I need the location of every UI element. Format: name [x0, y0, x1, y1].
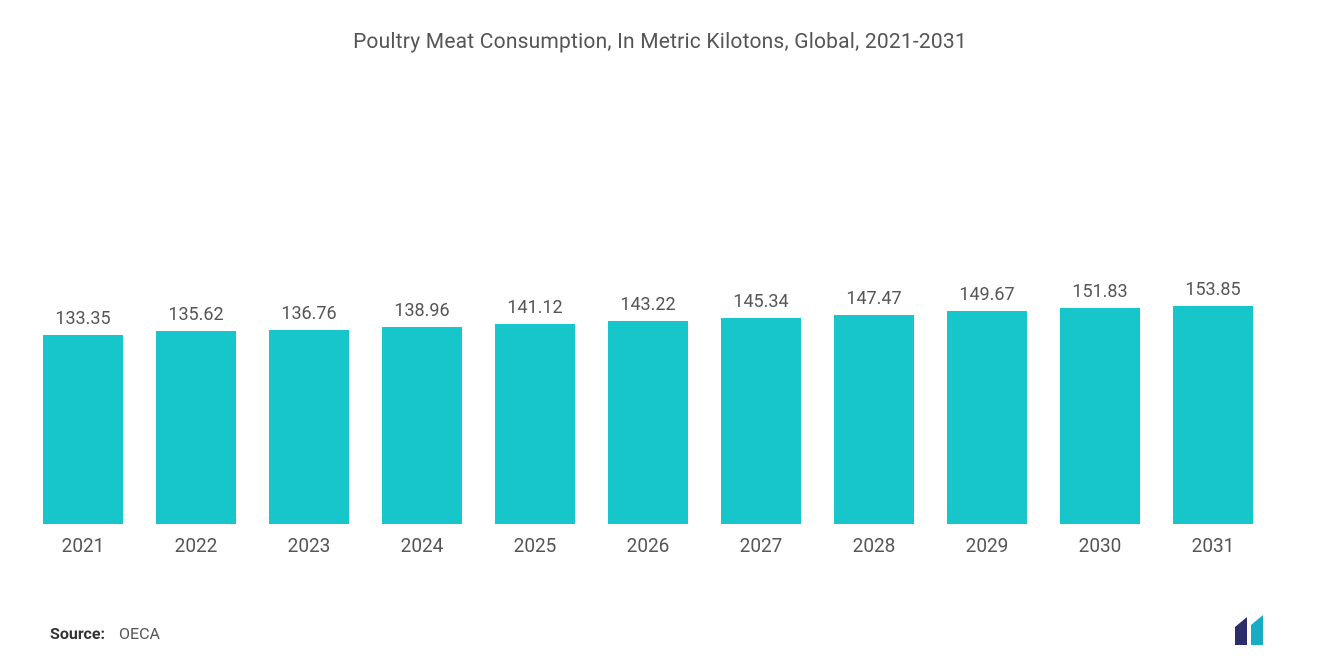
bar-value-label: 147.47: [846, 288, 901, 309]
x-tick-label: 2024: [401, 534, 444, 557]
x-axis: 2021 2022 2023 2024 2025 2026 2027 2028 2029 2030…: [40, 534, 1280, 574]
bar: [382, 327, 462, 524]
bar: [834, 315, 914, 524]
logo-bar-1: [1235, 617, 1247, 645]
bar: [269, 330, 349, 524]
x-tick-label: 2031: [1192, 534, 1235, 557]
bar-group: 135.62: [156, 304, 236, 524]
x-tick-label: 2030: [1079, 534, 1122, 557]
bar: [721, 318, 801, 524]
bar-group: 151.83: [1060, 281, 1140, 524]
x-tick-label: 2022: [175, 534, 218, 557]
bar-group: 145.34: [721, 291, 801, 524]
chart-container: Poultry Meat Consumption, In Metric Kilo…: [0, 0, 1320, 665]
source-footer: Source: OECA: [50, 624, 160, 643]
x-tick-label: 2025: [514, 534, 557, 557]
bar-value-label: 141.12: [507, 297, 562, 318]
bar-value-label: 143.22: [620, 294, 675, 315]
brand-logo: [1233, 615, 1285, 645]
bar: [947, 311, 1027, 524]
bar-value-label: 153.85: [1185, 279, 1240, 300]
bar: [1060, 308, 1140, 524]
bar-group: 149.67: [947, 284, 1027, 524]
bar-group: 141.12: [495, 297, 575, 524]
bar-group: 136.76: [269, 303, 349, 524]
bar-value-label: 138.96: [394, 300, 449, 321]
chart-title: Poultry Meat Consumption, In Metric Kilo…: [30, 30, 1290, 54]
source-value: OECA: [119, 624, 160, 643]
bar-group: 147.47: [834, 288, 914, 524]
x-tick-label: 2021: [62, 534, 105, 557]
bar-group: 138.96: [382, 300, 462, 524]
bar-value-label: 136.76: [281, 303, 336, 324]
bar-value-label: 133.35: [55, 308, 110, 329]
logo-bar-2: [1251, 615, 1263, 645]
source-label: Source:: [50, 624, 105, 643]
bar-group: 153.85: [1173, 279, 1253, 524]
bar: [1173, 306, 1253, 524]
bar-value-label: 149.67: [959, 284, 1014, 305]
plot-area: 133.35 135.62 136.76 138.96 141.12 143.22 145.…: [40, 94, 1280, 524]
x-tick-label: 2028: [853, 534, 896, 557]
bar-group: 143.22: [608, 294, 688, 524]
x-tick-label: 2023: [288, 534, 331, 557]
bar-value-label: 145.34: [733, 291, 788, 312]
bar: [608, 321, 688, 524]
bar-group: 133.35: [43, 308, 123, 524]
bar: [43, 335, 123, 524]
bar-value-label: 151.83: [1072, 281, 1127, 302]
bar: [156, 331, 236, 524]
x-tick-label: 2027: [740, 534, 783, 557]
x-tick-label: 2026: [627, 534, 670, 557]
bar-value-label: 135.62: [168, 304, 223, 325]
bar: [495, 324, 575, 524]
x-tick-label: 2029: [966, 534, 1009, 557]
